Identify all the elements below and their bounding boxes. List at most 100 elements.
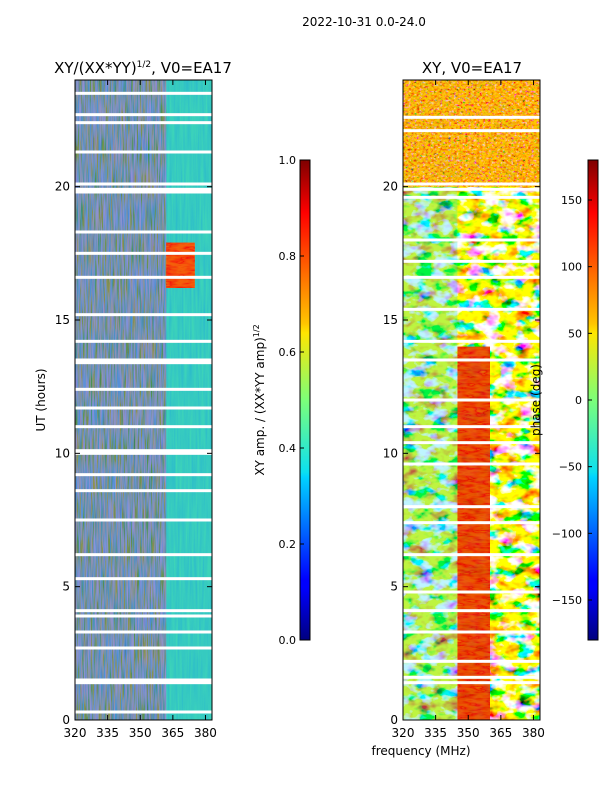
amplitude-ytick-label: 15 <box>55 313 70 327</box>
phase-gap <box>403 505 540 509</box>
amplitude-frame <box>74 79 213 721</box>
phase-colorbar-tick-label: 100 <box>561 261 582 274</box>
amplitude-xtick-label: 335 <box>96 726 119 740</box>
amplitude-gap <box>75 230 212 234</box>
amplitude-regions <box>75 80 212 720</box>
phase-region-texture <box>403 80 540 187</box>
amplitude-colorbar-label-main: XY amp. / (XX*YY amp) <box>253 337 267 475</box>
amplitude-gap <box>75 553 212 557</box>
amplitude-gap <box>75 339 212 343</box>
phase-colorbar-tick-label: 150 <box>561 194 582 207</box>
amplitude-gap <box>75 113 212 117</box>
amplitude-gap <box>75 187 212 191</box>
amplitude-region-texture <box>75 80 167 720</box>
amplitude-gap <box>75 361 212 365</box>
amplitude-gaps <box>75 91 212 714</box>
phase-xtick-label: 350 <box>457 726 480 740</box>
phase-gap <box>403 659 540 663</box>
amplitude-gap <box>75 449 212 453</box>
phase-gap <box>403 521 540 525</box>
phase-ytick-label: 15 <box>383 313 398 327</box>
amplitude-ytick-label: 10 <box>55 446 70 460</box>
amplitude-xtick-label: 320 <box>64 726 87 740</box>
phase-title: XY, V0=EA17 <box>422 59 522 77</box>
amplitude-heatmap <box>75 80 212 720</box>
amplitude-title-tail: , V0=EA17 <box>151 59 232 77</box>
amplitude-gap <box>75 630 212 634</box>
phase-gap <box>403 187 540 191</box>
phase-panel: XY, V0=EA17 320 335 350 365 380 0 5 10 15 20 <box>383 59 545 740</box>
frequency-xlabel: frequency (MHz) <box>371 744 470 758</box>
phase-colorbar-tick-label: −150 <box>552 594 582 607</box>
amplitude-gap <box>75 358 212 362</box>
amplitude-gap <box>75 489 212 493</box>
phase-colorbar-tick-label: −100 <box>552 527 582 540</box>
amplitude-gap <box>75 251 212 255</box>
amplitude-ytick-label: 5 <box>62 580 70 594</box>
phase-gap <box>403 339 540 343</box>
phase-gap <box>403 238 540 242</box>
amplitude-gap <box>75 387 212 391</box>
amplitude-xtick-label: 380 <box>194 726 217 740</box>
amplitude-gap <box>75 518 212 522</box>
phase-frame <box>402 79 541 721</box>
phase-gap <box>403 259 540 263</box>
phase-y-axis: 0 5 10 15 20 <box>383 180 540 727</box>
amplitude-gap <box>75 190 212 194</box>
phase-xtick-label: 380 <box>522 726 545 740</box>
amplitude-gap <box>75 313 212 317</box>
phase-colorbar-tick-label: 50 <box>568 327 582 340</box>
phase-gap <box>403 398 540 402</box>
phase-gap <box>403 681 540 685</box>
amplitude-title: XY/(XX*YY)1/2, V0=EA17 <box>54 59 232 77</box>
phase-gap <box>403 182 540 186</box>
amplitude-gap <box>75 614 212 618</box>
phase-colorbar: −150 −100 −50 0 50 100 150 phase (deg) <box>529 159 599 641</box>
amplitude-colorbar-tick-label: 0.2 <box>279 538 297 551</box>
phase-heatmap <box>403 80 540 720</box>
amplitude-colorbar-tick-label: 1.0 <box>279 154 297 167</box>
phase-xtick-label: 320 <box>392 726 415 740</box>
phase-gaps <box>403 115 540 685</box>
amplitude-gap <box>75 150 212 154</box>
amplitude-gap <box>75 121 212 125</box>
phase-gap <box>403 590 540 594</box>
phase-colorbar-label: phase (deg) <box>529 364 543 436</box>
phase-ytick-label: 0 <box>390 713 398 727</box>
amplitude-gap <box>75 425 212 429</box>
amplitude-colorbar: 0.0 0.2 0.4 0.6 0.8 1.0 XY amp. / (XX*YY amp)… <box>252 154 311 647</box>
amplitude-xtick-label: 350 <box>129 726 152 740</box>
phase-gap <box>403 307 540 311</box>
phase-colorbar-tick-label: −50 <box>559 461 582 474</box>
phase-gap <box>403 553 540 557</box>
amplitude-colorbar-tick-label: 0.6 <box>279 346 297 359</box>
phase-colorbar-tick-label: 0 <box>575 394 582 407</box>
amplitude-y-axis: 0 5 10 15 20 <box>55 180 212 727</box>
phase-gap <box>403 441 540 445</box>
amplitude-ylabel: UT (hours) <box>34 368 48 431</box>
amplitude-colorbar-ticks: 0.0 0.2 0.4 0.6 0.8 1.0 <box>279 154 304 647</box>
phase-gap <box>403 358 540 362</box>
amplitude-region-texture <box>166 80 212 720</box>
amplitude-gap <box>75 182 212 186</box>
phase-gap <box>403 129 540 133</box>
amplitude-ytick-label: 20 <box>55 180 70 194</box>
amplitude-gap <box>75 451 212 455</box>
amplitude-xtick-label: 365 <box>161 726 184 740</box>
amplitude-colorbar-tick-label: 0.4 <box>279 442 297 455</box>
amplitude-colorbar-tick-label: 0.8 <box>279 250 297 263</box>
phase-xtick-label: 335 <box>424 726 447 740</box>
phase-gap <box>403 675 540 679</box>
amplitude-gap <box>75 646 212 650</box>
amplitude-gap <box>75 91 212 95</box>
amplitude-gap <box>75 275 212 279</box>
phase-xtick-label: 365 <box>489 726 512 740</box>
phase-gap <box>403 462 540 466</box>
amplitude-gap <box>75 473 212 477</box>
phase-gap <box>403 425 540 429</box>
amplitude-gap <box>75 681 212 685</box>
amplitude-panel: XY/(XX*YY)1/2, V0=EA17 320 335 350 365 380 0… <box>34 59 232 740</box>
amplitude-gap <box>75 710 212 714</box>
phase-ytick-label: 5 <box>390 580 398 594</box>
